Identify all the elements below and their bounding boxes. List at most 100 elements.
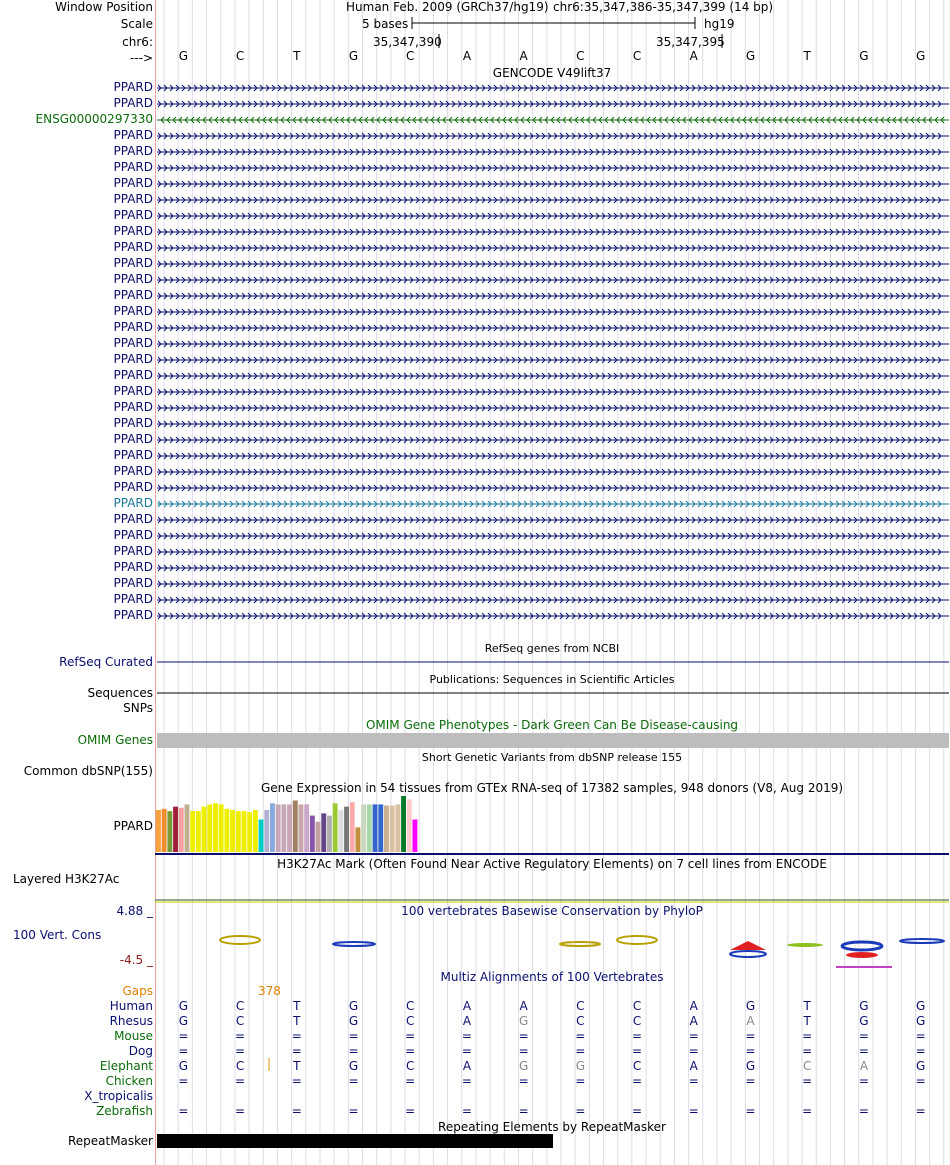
gtex-tissue-bar[interactable] (395, 804, 401, 852)
species-label[interactable]: Zebrafish (96, 1104, 153, 1118)
gtex-tissue-bar[interactable] (298, 804, 304, 852)
gtex-tissue-bar[interactable] (384, 805, 389, 852)
gene-label[interactable]: PPARD (113, 80, 154, 94)
gene-label[interactable]: PPARD (113, 544, 154, 558)
gene-feature[interactable] (157, 84, 949, 92)
gene-feature[interactable] (157, 452, 949, 460)
gtex-tissue-bar[interactable] (230, 810, 235, 852)
gene-label[interactable]: PPARD (113, 352, 154, 366)
gene-label[interactable]: PPARD (113, 96, 154, 110)
gtex-tissue-bar[interactable] (304, 804, 310, 852)
gtex-tissue-bar[interactable] (224, 808, 230, 852)
h3k27-track-label[interactable]: Layered H3K27Ac (13, 872, 120, 886)
gene-feature[interactable] (157, 196, 949, 204)
omim-track-label[interactable]: OMIM Genes (77, 733, 153, 747)
gene-feature[interactable] (157, 516, 949, 524)
species-label[interactable]: Chicken (105, 1074, 153, 1088)
gtex-tissue-bar[interactable] (406, 799, 412, 852)
gtex-tissue-bar[interactable] (401, 796, 406, 852)
gtex-tissue-bar[interactable] (161, 808, 167, 852)
gene-label[interactable]: PPARD (113, 560, 154, 574)
gtex-tissue-bar[interactable] (292, 800, 298, 852)
gtex-track-label[interactable]: PPARD (113, 819, 154, 833)
repeatmasker-track-label[interactable]: RepeatMasker (67, 1134, 153, 1148)
gene-feature[interactable] (157, 532, 949, 540)
gtex-tissue-bar[interactable] (195, 811, 201, 852)
gene-label[interactable]: PPARD (113, 528, 154, 542)
gene-label[interactable]: PPARD (113, 224, 154, 238)
gene-feature[interactable] (157, 180, 949, 188)
gtex-tissue-bar[interactable] (218, 804, 224, 852)
gene-label[interactable]: PPARD (113, 176, 154, 190)
gene-feature[interactable] (157, 340, 949, 348)
gene-label[interactable]: PPARD (113, 256, 154, 270)
gtex-tissue-bar[interactable] (327, 815, 332, 852)
gtex-tissue-bar[interactable] (338, 810, 344, 852)
gtex-tissue-bar[interactable] (275, 804, 281, 852)
gtex-tissue-bar[interactable] (332, 803, 338, 852)
gene-feature[interactable] (157, 564, 949, 572)
gene-label[interactable]: PPARD (113, 160, 154, 174)
gene-label[interactable]: PPARD (113, 288, 154, 302)
gtex-tissue-bar[interactable] (321, 813, 327, 852)
gtex-tissue-bar[interactable] (156, 810, 161, 852)
gene-label[interactable]: PPARD (113, 144, 154, 158)
gtex-tissue-bar[interactable] (378, 804, 384, 852)
gtex-tissue-bar[interactable] (264, 810, 270, 852)
gtex-tissue-bar[interactable] (344, 806, 349, 852)
gtex-tissue-bar[interactable] (184, 804, 190, 852)
gene-feature[interactable] (157, 164, 949, 172)
gene-feature[interactable] (157, 308, 949, 316)
phylop-track-label[interactable]: 100 Vert. Cons (13, 928, 102, 942)
gene-feature[interactable] (157, 276, 949, 284)
gtex-tissue-bar[interactable] (366, 804, 372, 852)
gene-feature[interactable] (157, 500, 949, 508)
gene-feature[interactable] (157, 244, 949, 252)
refseq-track-label[interactable]: RefSeq Curated (59, 655, 153, 669)
species-label[interactable]: Mouse (114, 1029, 153, 1043)
gene-label[interactable]: PPARD (113, 592, 154, 606)
gene-feature[interactable] (157, 404, 949, 412)
gene-feature[interactable] (157, 612, 949, 620)
gtex-tissue-bar[interactable] (258, 819, 264, 852)
gene-label[interactable]: PPARD (113, 208, 154, 222)
gene-feature[interactable] (157, 388, 949, 396)
gtex-tissue-bar[interactable] (361, 804, 367, 852)
gtex-tissue-bar[interactable] (252, 810, 258, 852)
gene-label[interactable]: PPARD (113, 400, 154, 414)
gene-feature[interactable] (157, 548, 949, 556)
gene-label[interactable]: PPARD (113, 416, 154, 430)
gene-label[interactable]: PPARD (113, 240, 154, 254)
gene-feature[interactable] (157, 324, 949, 332)
gene-label[interactable]: PPARD (113, 336, 154, 350)
gene-label[interactable]: PPARD (113, 608, 154, 622)
gene-label[interactable]: PPARD (113, 512, 154, 526)
gene-label[interactable]: PPARD (113, 368, 154, 382)
gtex-tissue-bar[interactable] (349, 802, 355, 852)
gene-feature[interactable] (157, 148, 949, 156)
gtex-tissue-bar[interactable] (315, 821, 321, 852)
gtex-tissue-bar[interactable] (281, 804, 287, 852)
gene-label[interactable]: PPARD (113, 128, 154, 142)
repeat-element[interactable] (157, 1134, 553, 1148)
gtex-tissue-bar[interactable] (355, 827, 361, 852)
gtex-tissue-bar[interactable] (173, 806, 178, 852)
gtex-tissue-bar[interactable] (389, 805, 395, 852)
gtex-tissue-bar[interactable] (270, 803, 275, 852)
gene-label[interactable]: PPARD (113, 192, 154, 206)
gene-label[interactable]: PPARD (113, 464, 154, 478)
species-label[interactable]: Dog (128, 1044, 153, 1058)
gene-feature[interactable] (157, 372, 949, 380)
strand-toggle[interactable]: ---> (129, 51, 153, 65)
gtex-tissue-bar[interactable] (309, 815, 315, 852)
gene-label[interactable]: PPARD (113, 384, 154, 398)
gtex-tissue-bar[interactable] (190, 811, 196, 852)
species-label[interactable]: Human (109, 999, 153, 1013)
gene-feature[interactable] (157, 260, 949, 268)
species-label[interactable]: Rhesus (109, 1014, 153, 1028)
gene-label[interactable]: PPARD (113, 576, 154, 590)
gene-feature[interactable] (157, 116, 949, 124)
gtex-tissue-bar[interactable] (207, 804, 213, 852)
snps-track-label[interactable]: SNPs (123, 701, 153, 715)
